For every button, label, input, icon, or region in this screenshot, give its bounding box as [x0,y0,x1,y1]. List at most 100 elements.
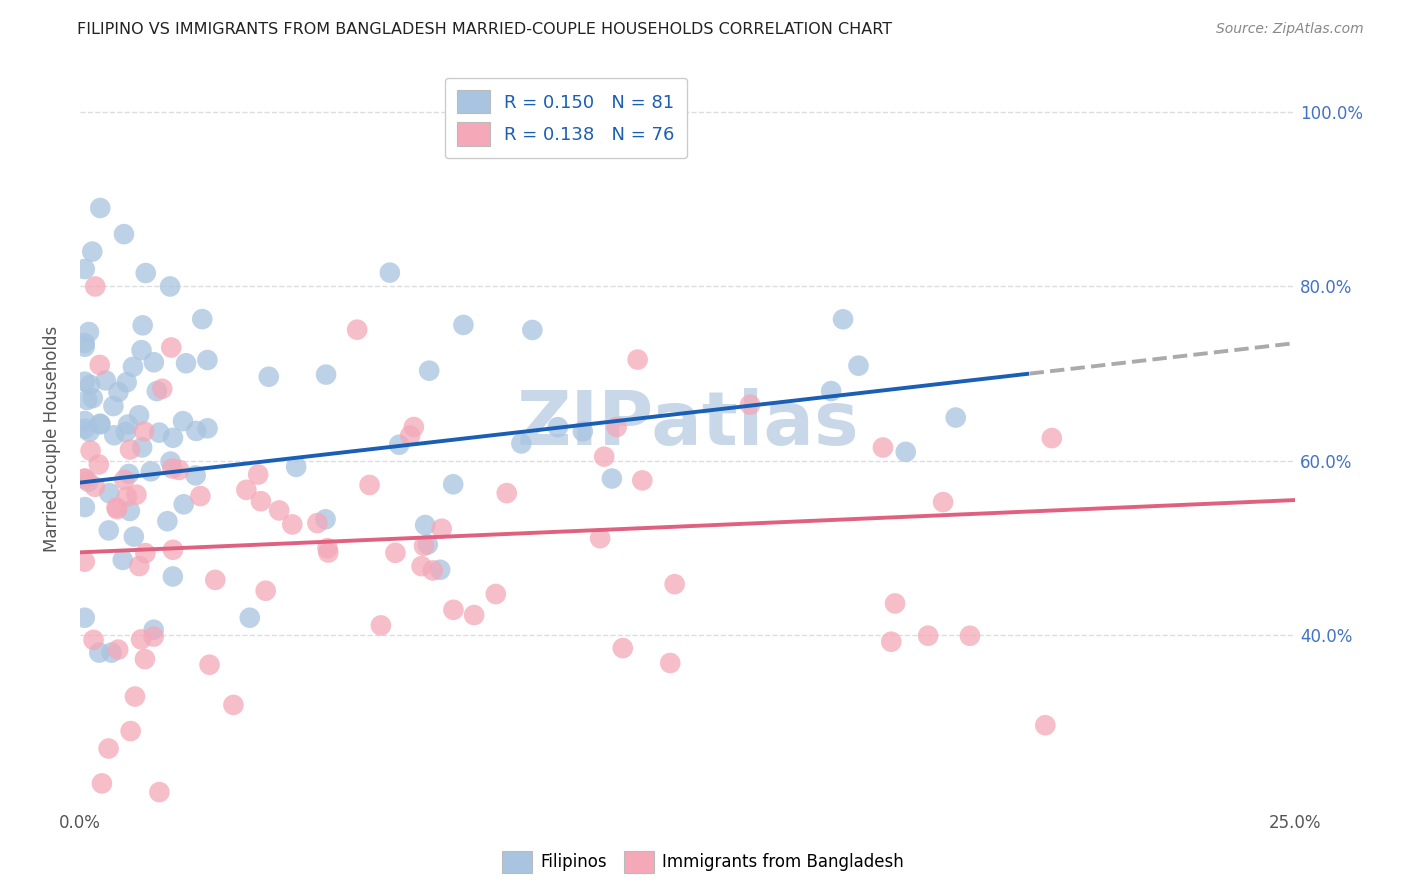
Point [1040,431,1063,445]
Point [131,441,153,455]
Point [160,341,183,355]
Point [124,690,146,704]
Point [894,445,917,459]
Point [134,546,156,560]
Point [872,441,894,455]
Point [191,312,214,326]
Point [204,573,226,587]
Point [87,458,110,472]
Point [79,377,101,392]
Point [402,420,425,434]
Point [73,422,96,436]
Point [453,318,475,332]
Point [378,266,401,280]
Point [135,266,157,280]
Point [131,318,153,333]
Point [1033,718,1056,732]
Point [82,244,104,259]
Point [103,399,125,413]
Point [281,517,304,532]
Point [429,563,451,577]
Point [89,358,111,372]
Point [315,512,337,526]
Legend: R = 0.150   N = 81, R = 0.138   N = 76: R = 0.150 N = 81, R = 0.138 N = 76 [444,78,688,158]
Point [73,555,96,569]
Point [522,323,544,337]
Point [959,629,981,643]
Point [254,583,277,598]
Point [411,559,433,574]
Point [118,442,141,457]
Point [162,461,184,475]
Point [89,417,111,431]
Point [247,467,270,482]
Point [103,428,125,442]
Point [269,503,291,517]
Point [418,364,440,378]
Point [413,539,436,553]
Point [547,420,569,434]
Point [73,336,96,351]
Point [142,623,165,637]
Point [100,646,122,660]
Point [128,559,150,574]
Point [162,542,184,557]
Point [159,279,181,293]
Point [139,464,162,478]
Point [83,480,105,494]
Point [105,500,128,515]
Text: FILIPINO VS IMMIGRANTS FROM BANGLADESH MARRIED-COUPLE HOUSEHOLDS CORRELATION CHA: FILIPINO VS IMMIGRANTS FROM BANGLADESH M… [77,22,893,37]
Point [97,524,120,538]
Point [90,776,112,790]
Point [125,487,148,501]
Point [159,454,181,468]
Point [413,518,436,533]
Text: Source: ZipAtlas.com: Source: ZipAtlas.com [1216,22,1364,37]
Point [848,359,870,373]
Point [142,355,165,369]
Point [122,359,145,374]
Point [98,486,121,500]
Point [82,391,104,405]
Point [122,530,145,544]
Point [73,500,96,515]
Point [112,227,135,242]
Point [156,514,179,528]
Point [73,472,96,486]
Point [399,428,422,442]
Point [131,343,153,358]
Point [945,410,967,425]
Point [606,420,628,434]
Point [316,545,339,559]
Point [148,785,170,799]
Point [222,698,245,712]
Point [612,641,634,656]
Point [142,630,165,644]
Point [631,474,654,488]
Legend: Filipinos, Immigrants from Bangladesh: Filipinos, Immigrants from Bangladesh [495,845,911,880]
Point [820,384,842,398]
Point [134,425,156,439]
Point [664,577,686,591]
Point [359,478,381,492]
Point [73,262,96,277]
Point [932,495,955,509]
Point [129,632,152,647]
Point [370,618,392,632]
Point [485,587,508,601]
Point [832,312,855,326]
Point [134,652,156,666]
Point [443,603,465,617]
Point [285,459,308,474]
Point [94,373,117,387]
Point [118,467,141,481]
Point [167,463,190,477]
Point [495,486,517,500]
Point [117,417,139,432]
Point [197,353,219,368]
Point [416,537,439,551]
Point [77,325,100,339]
Point [128,409,150,423]
Point [463,607,485,622]
Point [118,504,141,518]
